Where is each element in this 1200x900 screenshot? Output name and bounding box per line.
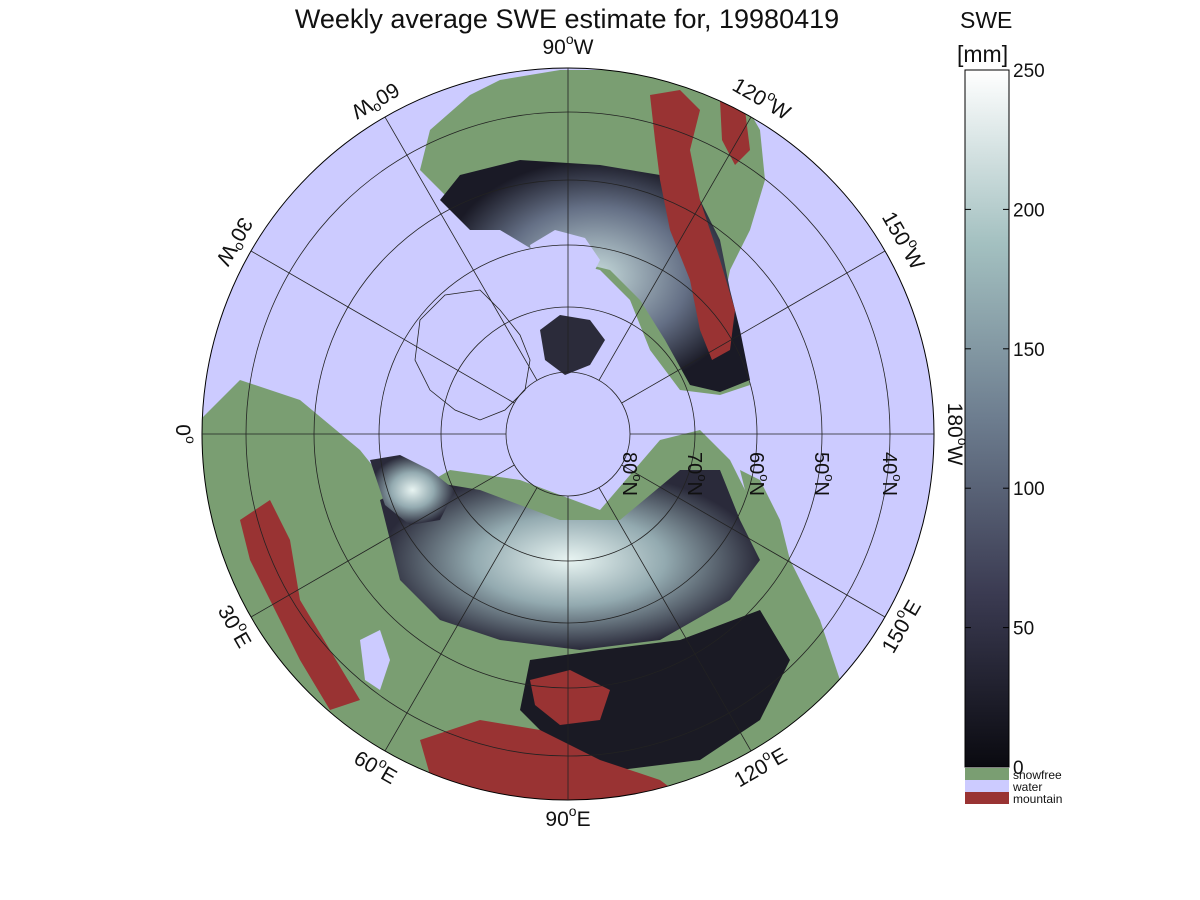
latitude-label: 50oN xyxy=(810,452,837,496)
siberia-snow-dark xyxy=(520,610,790,770)
meridian-line xyxy=(598,116,752,381)
central-asia-mountain xyxy=(530,670,610,725)
meridian-line xyxy=(250,250,515,404)
caspian-water xyxy=(360,630,390,690)
colorbar-tick-label: 50 xyxy=(1013,619,1034,640)
colorbar-tick-label: 0 xyxy=(1013,758,1024,779)
colorbar-title: SWE xyxy=(960,7,1012,33)
meridian-line xyxy=(621,464,886,618)
colorbar-scale xyxy=(964,69,1010,768)
latitude-label: 60oN xyxy=(745,452,772,496)
colorbar-tick-label: 250 xyxy=(1013,61,1045,82)
latitude-label: 70oN xyxy=(683,452,710,496)
meridians xyxy=(202,68,934,800)
colorbar-tick-label: 200 xyxy=(1013,200,1045,221)
colorbar-tick-label: 150 xyxy=(1013,340,1045,361)
meridian-line xyxy=(384,487,538,752)
scandinavia-snow xyxy=(370,455,455,525)
longitude-label: 90oE xyxy=(545,803,590,831)
rockies-mountain xyxy=(650,90,735,360)
latitude-labels: 80oN 70oN 60oN 50oN 40oN xyxy=(618,452,905,496)
latitude-label: 40oN xyxy=(878,452,905,496)
colorbar-ticks: 0 50 100 150 200 250 xyxy=(965,61,1045,779)
colorbar-tick-label: 100 xyxy=(1013,479,1045,500)
meridian-line xyxy=(250,464,515,618)
polar-map xyxy=(202,68,934,800)
meridian-line xyxy=(598,487,752,752)
legend-label: mountain xyxy=(1013,792,1062,806)
map-title: Weekly average SWE estimate for, 1998041… xyxy=(294,4,840,34)
legend-swatch xyxy=(965,792,1009,804)
legend-label: water xyxy=(1012,780,1042,794)
latitude-label: 80oN xyxy=(618,452,645,496)
colorbar: SWE [mm] 0 50 100 150 200 250 xyxy=(957,7,1045,779)
kamchatka-land xyxy=(740,470,790,565)
legend-swatch xyxy=(965,768,1009,780)
colorbar-unit: [mm] xyxy=(957,41,1008,67)
himalaya-mountain xyxy=(420,720,700,800)
legend-label: snowfree xyxy=(1013,768,1062,782)
eurasia-snow xyxy=(380,470,760,650)
longitude-label: 180oW xyxy=(943,403,971,466)
hudson-bay-water xyxy=(530,230,600,285)
meridian-line xyxy=(384,116,538,381)
meridian-line xyxy=(621,250,886,404)
arctic-islands xyxy=(540,315,605,375)
legend-swatch xyxy=(965,780,1009,792)
longitude-label: 0o xyxy=(171,424,199,444)
rockies-mountain-2 xyxy=(720,100,750,165)
longitude-label: 90oW xyxy=(543,31,594,59)
europe-mountain xyxy=(240,500,360,710)
greenland-outline xyxy=(414,289,531,421)
